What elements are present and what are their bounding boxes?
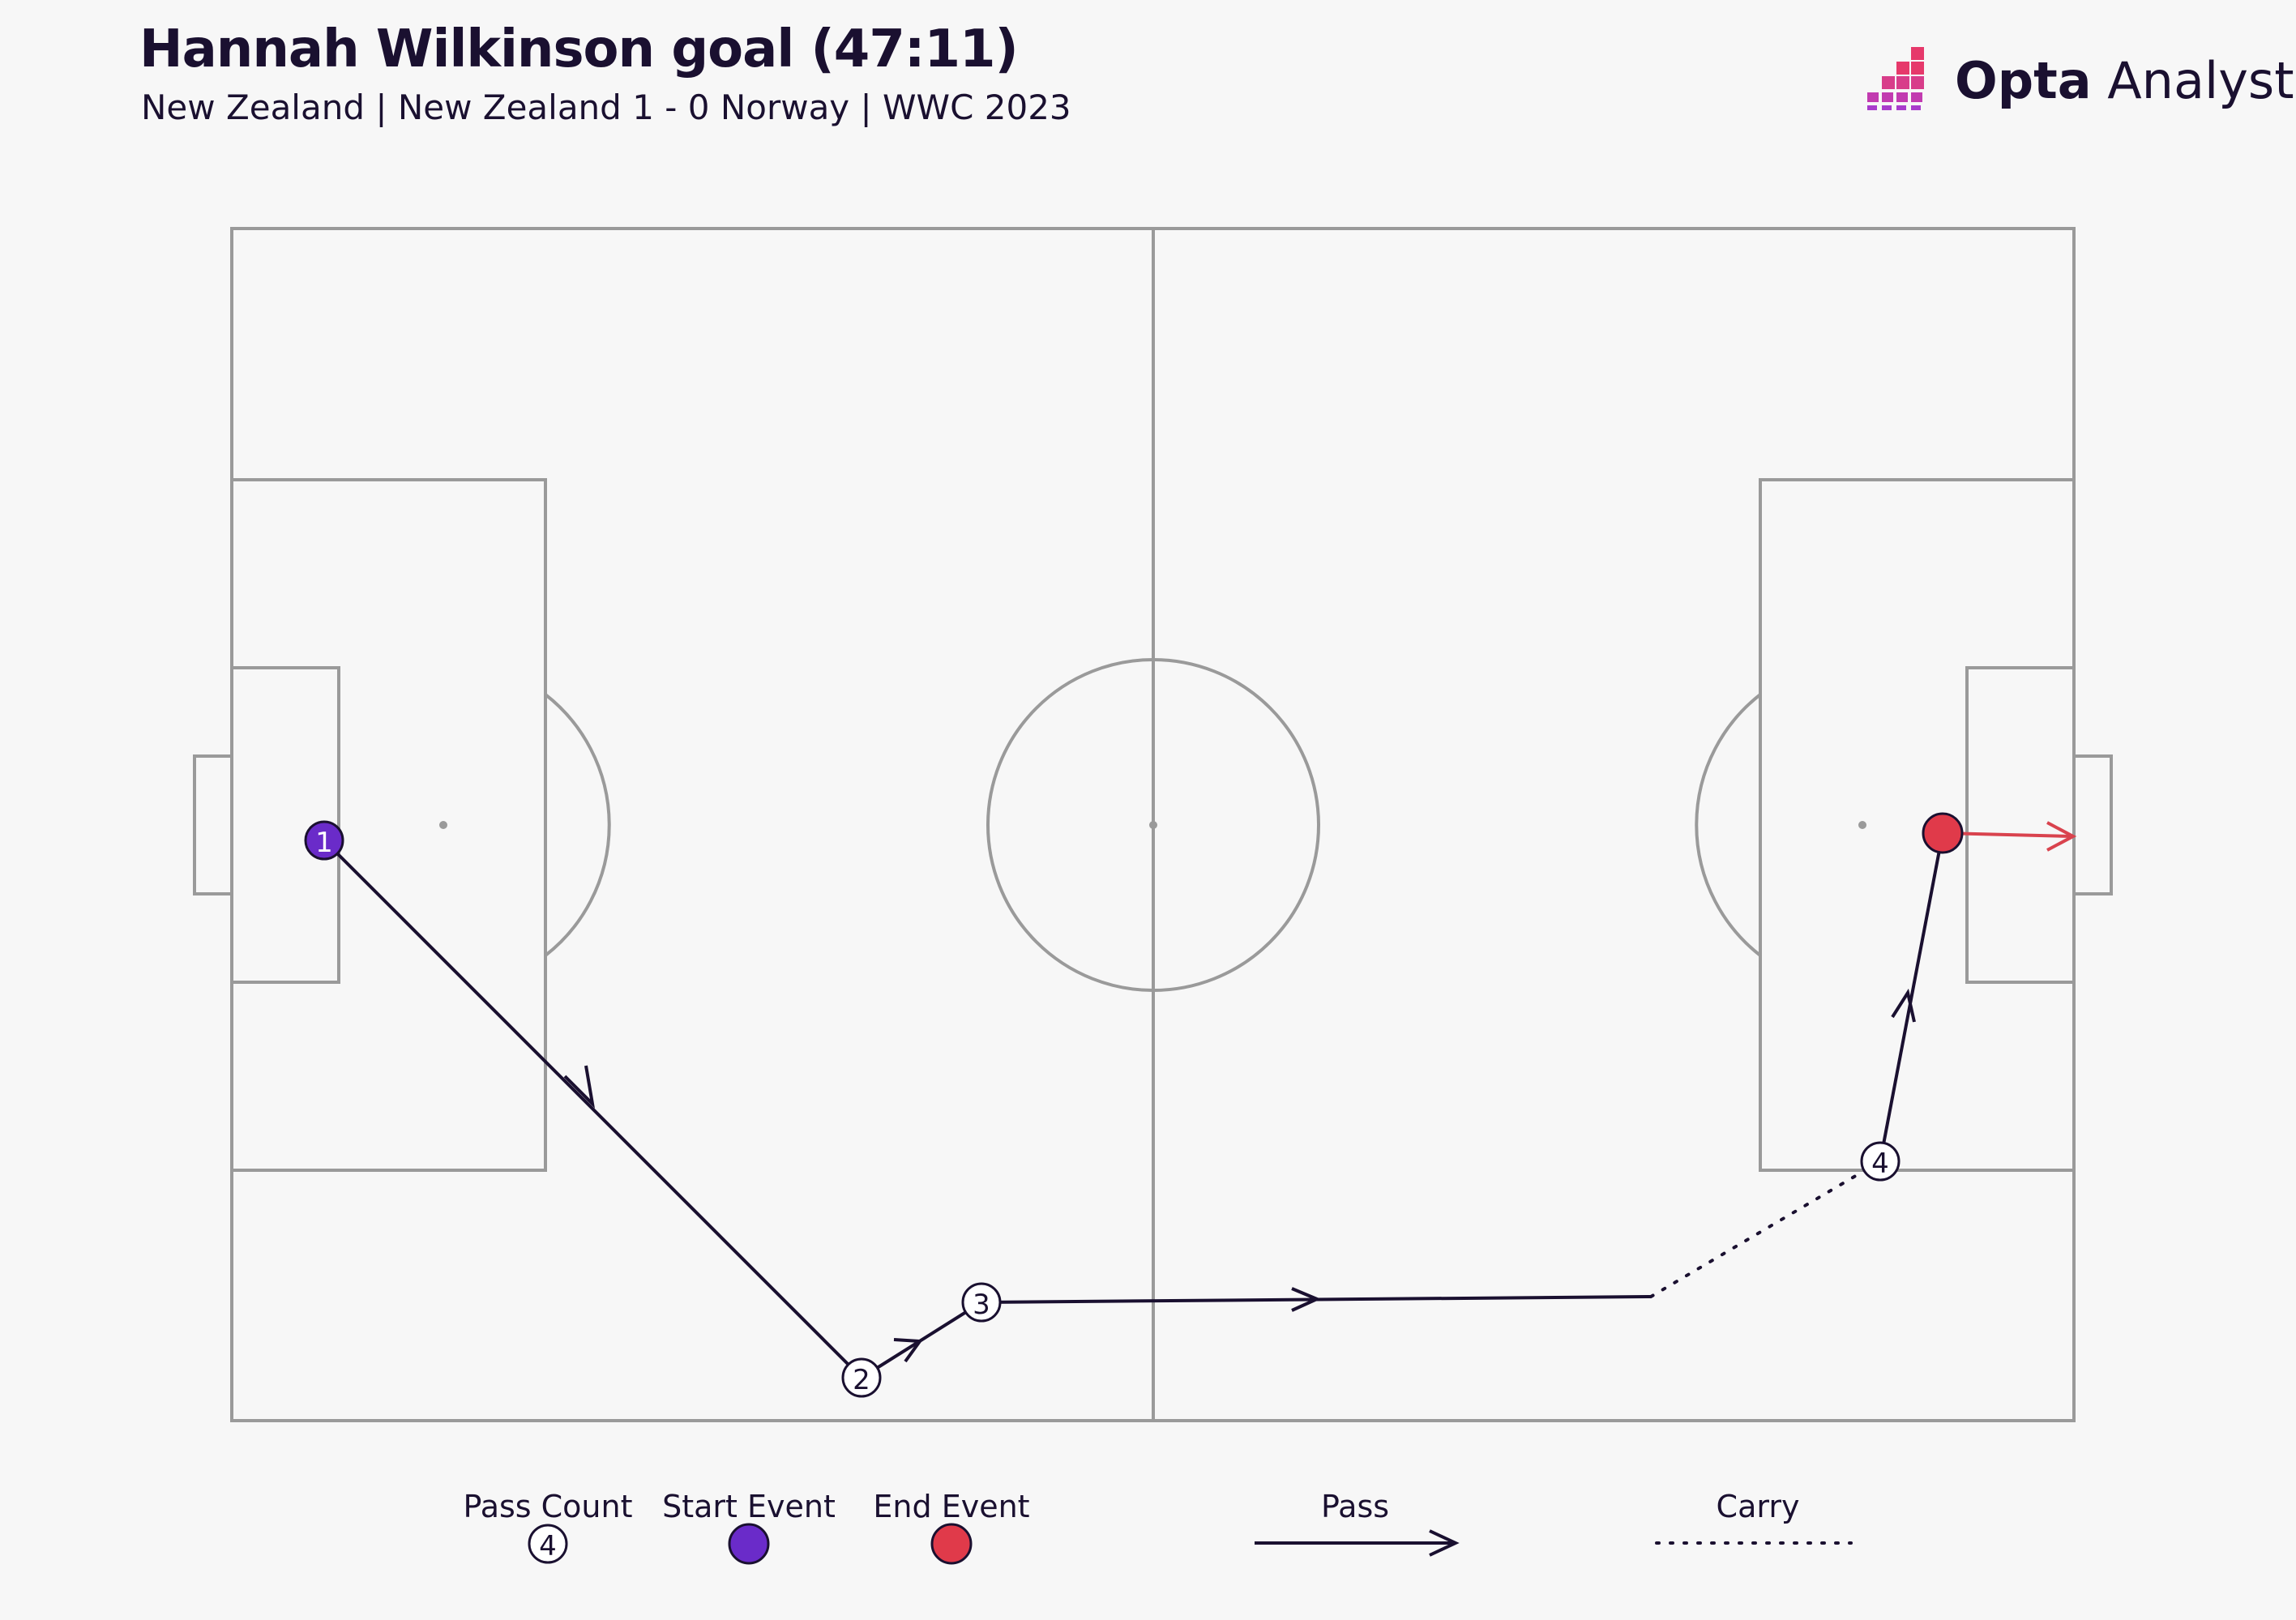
right-penalty-area: [1759, 478, 2076, 1172]
node-1: 1: [304, 820, 344, 861]
right-penalty-spot: [1858, 821, 1866, 829]
end-event-marker: [1922, 812, 1964, 854]
legend-end-event-marker: [930, 1523, 973, 1565]
right-goal: [2072, 754, 2113, 895]
pass-1-to-2: [323, 839, 863, 1379]
pass-4-to-end: [1879, 832, 1944, 1162]
pass-3-arrowhead: [1291, 1287, 1322, 1312]
right-penalty-arc: [1695, 693, 1762, 957]
node-4: 4: [1860, 1141, 1901, 1182]
logo-wordmark: Opta Analyst: [1955, 51, 2294, 110]
opta-analyst-logo: Opta Analyst: [1864, 45, 2294, 115]
shot-line: [1942, 831, 2072, 838]
legend: Pass Count 4 Start Event End Event Pass …: [463, 1489, 1853, 1565]
legend-pass-label: Pass: [1321, 1489, 1389, 1524]
legend-start-event-marker: [728, 1523, 770, 1565]
left-penalty-area: [230, 478, 547, 1172]
left-penalty-arc: [544, 693, 611, 957]
legend-pass-count-sample: 4: [539, 1530, 557, 1562]
start-event-marker: [304, 820, 344, 861]
centre-spot: [1149, 821, 1157, 829]
pass-count-marker: [841, 1357, 882, 1398]
node-2-label: 2: [853, 1364, 870, 1396]
legend-pass-count-marker: [528, 1524, 568, 1564]
left-goal: [193, 754, 233, 895]
pass-4-arrowhead: [1891, 988, 1916, 1023]
chart-subtitle: New Zealand | New Zealand 1 - 0 Norway |…: [141, 88, 1071, 127]
pitch-spots: [439, 821, 1866, 829]
pass-count-marker: [961, 1282, 1002, 1323]
centre-circle: [986, 658, 1320, 992]
carry-to-4: [1649, 1160, 1882, 1298]
event-lines: [323, 821, 2077, 1379]
pass-2-arrowhead: [893, 1338, 923, 1363]
node-end: [1922, 812, 1964, 854]
node-3: 3: [961, 1282, 1002, 1323]
legend-pass-count-label: Pass Count: [463, 1489, 632, 1524]
legend-end-event-label: End Event: [873, 1489, 1029, 1524]
legend-carry-label: Carry: [1717, 1489, 1800, 1524]
pass-count-marker: [1860, 1141, 1901, 1182]
legend-pass-arrowhead: [1429, 1529, 1460, 1557]
opta-bars-icon: [1867, 47, 1924, 110]
pass-1-arrowhead: [563, 1065, 596, 1109]
node-4-label: 4: [1871, 1148, 1889, 1180]
logo-bold-text: Opta: [1955, 50, 2092, 110]
node-2: 2: [841, 1357, 882, 1398]
logo-regular-text: Analyst: [2091, 50, 2294, 110]
shot-arrowhead: [2046, 821, 2077, 852]
chart-title: Hannah Wilkinson goal (47:11): [139, 19, 1019, 79]
legend-start-event-label: Start Event: [662, 1489, 836, 1524]
node-3-label: 3: [973, 1289, 990, 1321]
right-six-yard-box: [1965, 666, 2076, 984]
left-penalty-spot: [439, 821, 447, 829]
pitch-markings: [193, 227, 2113, 1422]
node-1-label: 1: [315, 827, 333, 859]
